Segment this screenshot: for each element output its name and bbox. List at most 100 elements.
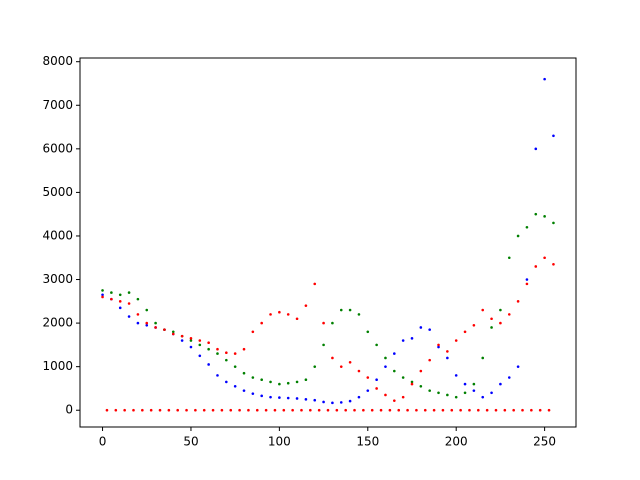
point	[423, 408, 427, 412]
point	[388, 408, 392, 412]
point	[384, 365, 387, 368]
point	[525, 282, 529, 286]
point	[233, 365, 237, 368]
point	[141, 408, 144, 412]
point	[463, 382, 467, 386]
point	[154, 326, 157, 329]
point	[225, 358, 228, 362]
point	[242, 371, 246, 375]
point	[357, 395, 361, 399]
point	[437, 343, 440, 347]
point	[176, 408, 179, 412]
point	[401, 395, 405, 399]
point	[534, 147, 538, 151]
y-tick-label: 5000	[42, 185, 73, 199]
y-tick-label: 1000	[42, 359, 73, 373]
point	[202, 408, 206, 412]
plot-frame	[79, 57, 577, 428]
point	[127, 302, 131, 305]
point	[136, 313, 140, 316]
point	[534, 212, 538, 216]
point	[238, 408, 241, 412]
point	[216, 352, 219, 355]
point	[370, 408, 374, 412]
point	[543, 77, 546, 81]
x-tick-label: 50	[183, 435, 198, 449]
point	[180, 334, 184, 338]
point	[419, 326, 423, 329]
point	[278, 382, 281, 386]
point	[322, 321, 325, 325]
point	[317, 408, 321, 412]
point	[375, 387, 378, 390]
point	[543, 215, 546, 218]
point	[273, 408, 277, 412]
point	[499, 308, 502, 312]
point	[516, 300, 520, 303]
point	[454, 339, 458, 342]
point	[110, 291, 113, 294]
point	[393, 399, 396, 402]
y-tick-label: 3000	[42, 272, 73, 286]
point	[264, 408, 268, 412]
point	[419, 384, 423, 388]
point	[552, 134, 555, 138]
point	[313, 282, 317, 286]
y-tick-label: 6000	[42, 141, 73, 155]
point	[216, 374, 219, 377]
point	[286, 313, 290, 316]
x-tick-label: 200	[445, 435, 468, 449]
point	[463, 391, 467, 395]
x-tick-label: 100	[268, 435, 291, 449]
point	[118, 306, 122, 310]
point	[410, 382, 414, 386]
point	[441, 408, 445, 412]
point	[477, 408, 480, 412]
point	[507, 256, 511, 260]
point	[118, 293, 122, 297]
point	[101, 289, 104, 292]
point	[269, 313, 272, 316]
point	[357, 369, 361, 373]
point	[339, 401, 343, 404]
point	[331, 321, 334, 325]
point	[446, 350, 449, 353]
point	[538, 408, 542, 412]
point	[145, 308, 149, 312]
point	[194, 408, 197, 412]
point	[300, 408, 303, 412]
point	[459, 408, 462, 412]
point	[313, 398, 317, 402]
point	[233, 384, 237, 388]
point	[344, 408, 347, 412]
point	[189, 345, 193, 349]
point	[326, 408, 330, 412]
point	[114, 408, 118, 412]
point	[180, 339, 184, 342]
y-tick-label: 0	[65, 403, 73, 417]
point	[295, 380, 299, 384]
point	[260, 378, 263, 382]
point	[410, 380, 414, 384]
point	[339, 365, 343, 368]
point	[171, 332, 175, 336]
point	[158, 408, 162, 412]
y-tick-label: 8000	[42, 54, 73, 68]
point	[450, 408, 454, 412]
point	[472, 382, 476, 386]
point	[207, 363, 210, 366]
point	[521, 408, 524, 412]
point	[189, 339, 193, 342]
point	[247, 408, 250, 412]
point	[105, 408, 109, 412]
point	[516, 365, 520, 368]
point	[136, 297, 140, 301]
point	[278, 310, 281, 314]
point	[419, 369, 423, 373]
point	[322, 400, 325, 404]
point	[472, 323, 476, 327]
point	[552, 221, 555, 225]
point	[207, 347, 210, 351]
point	[269, 395, 272, 399]
